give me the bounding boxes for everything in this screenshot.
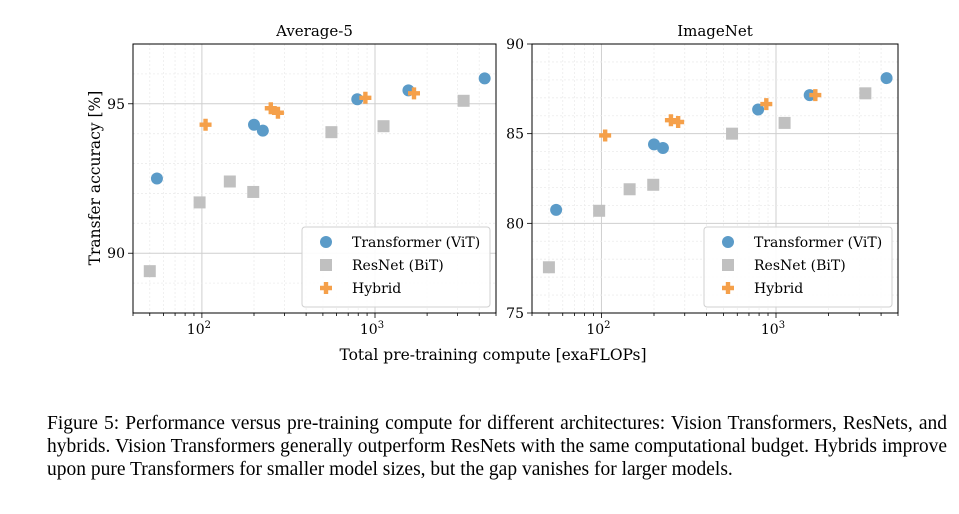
imagenet-hybrid-point [809, 89, 822, 102]
average-5-hybrid-point [199, 118, 212, 131]
average-5-plot-frame [132, 43, 497, 314]
average-5-legend-box [301, 226, 491, 308]
imagenet-plot-frame [531, 43, 899, 314]
average-5-hybrid-point [264, 102, 277, 115]
average-5-resnet-bit-point [457, 94, 470, 107]
imagenet-y-tick-label: 80 [506, 216, 524, 232]
imagenet-y-tick-label: 75 [506, 306, 524, 322]
chart-imagenet: ImageNet 75 80 85 90 102 103 Transformer (ViT) R… [506, 22, 899, 338]
average-5-resnet-bit-point [377, 120, 390, 133]
average-5-title: Average-5 [275, 22, 353, 40]
average-5-hybrid-point [359, 91, 372, 104]
average-5-y-tick-label: 95 [107, 97, 125, 113]
imagenet-resnet-bit-point [778, 116, 791, 129]
imagenet-hybrid-point [760, 98, 773, 111]
imagenet-legend-hybrid-label: Hybrid [754, 281, 803, 297]
average-5-resnet-bit-point [223, 175, 236, 188]
figure: Transfer accuracy [%] Total pre-training… [86, 22, 899, 364]
figure-caption: Figure 5: Performance versus pre-trainin… [47, 412, 947, 480]
imagenet-resnet-bit-point [726, 127, 739, 140]
imagenet-y-tick-label: 90 [506, 37, 524, 53]
imagenet-title: ImageNet [677, 22, 753, 40]
imagenet-x-tick-label: 103 [761, 320, 785, 338]
average-5-hybrid-point [408, 87, 421, 100]
y-axis-label: Transfer accuracy [%] [86, 91, 104, 266]
imagenet-hybrid-point [664, 114, 677, 127]
average-5-legend-resnet-bit-label: ResNet (BiT) [352, 258, 444, 274]
imagenet-transformer-vit-point [752, 103, 765, 116]
imagenet-resnet-bit-point [647, 178, 660, 191]
imagenet-y-tick-label: 85 [506, 127, 524, 143]
imagenet-legend-transformer-vit-icon [722, 236, 734, 248]
average-5-x-tick-label: 103 [360, 320, 384, 338]
imagenet-legend: Transformer (ViT) ResNet (BiT) Hybrid [703, 226, 893, 308]
average-5-legend-hybrid-label: Hybrid [352, 281, 401, 297]
imagenet-x-tick-label: 102 [586, 320, 610, 338]
average-5-resnet-bit-point [247, 185, 260, 198]
imagenet-hybrid-point [599, 129, 612, 142]
average-5-x-tick-label: 102 [187, 320, 211, 338]
imagenet-transformer-vit-point [656, 142, 669, 155]
average-5-legend: Transformer (ViT) ResNet (BiT) Hybrid [301, 226, 491, 308]
average-5-y-tick-label: 90 [107, 246, 125, 262]
average-5-transformer-vit-point [248, 118, 260, 131]
imagenet-transformer-vit-point [880, 72, 893, 85]
average-5-resnet-bit-point [143, 265, 156, 278]
imagenet-hybrid-point [672, 116, 685, 129]
imagenet-resnet-bit-point [542, 261, 555, 274]
imagenet-transformer-vit-point [550, 203, 563, 216]
average-5-legend-resnet-bit-icon [320, 259, 332, 271]
imagenet-legend-resnet-bit-icon [722, 259, 734, 271]
average-5-legend-hybrid-icon [320, 282, 332, 294]
imagenet-resnet-bit-point [593, 204, 606, 217]
average-5-transformer-vit-point [150, 172, 163, 185]
average-5-hybrid-point [271, 106, 284, 119]
average-5-transformer-vit-point [478, 72, 491, 85]
imagenet-resnet-bit-point [623, 183, 636, 196]
x-axis-label: Total pre-training compute [exaFLOPs] [339, 346, 646, 364]
imagenet-legend-resnet-bit-label: ResNet (BiT) [754, 258, 846, 274]
average-5-resnet-bit-point [325, 126, 338, 139]
imagenet-resnet-bit-point [859, 87, 872, 100]
average-5-transformer-vit-point [256, 124, 269, 137]
imagenet-legend-box [703, 226, 893, 308]
imagenet-legend-transformer-vit-label: Transformer (ViT) [754, 235, 882, 251]
average-5-legend-transformer-vit-icon [320, 236, 332, 248]
average-5-resnet-bit-point [193, 196, 206, 209]
average-5-legend-transformer-vit-label: Transformer (ViT) [352, 235, 480, 251]
imagenet-legend-hybrid-icon [722, 282, 734, 294]
chart-average-5: Average-5 90 95 102 103 Transformer (ViT) ResN… [107, 22, 497, 338]
